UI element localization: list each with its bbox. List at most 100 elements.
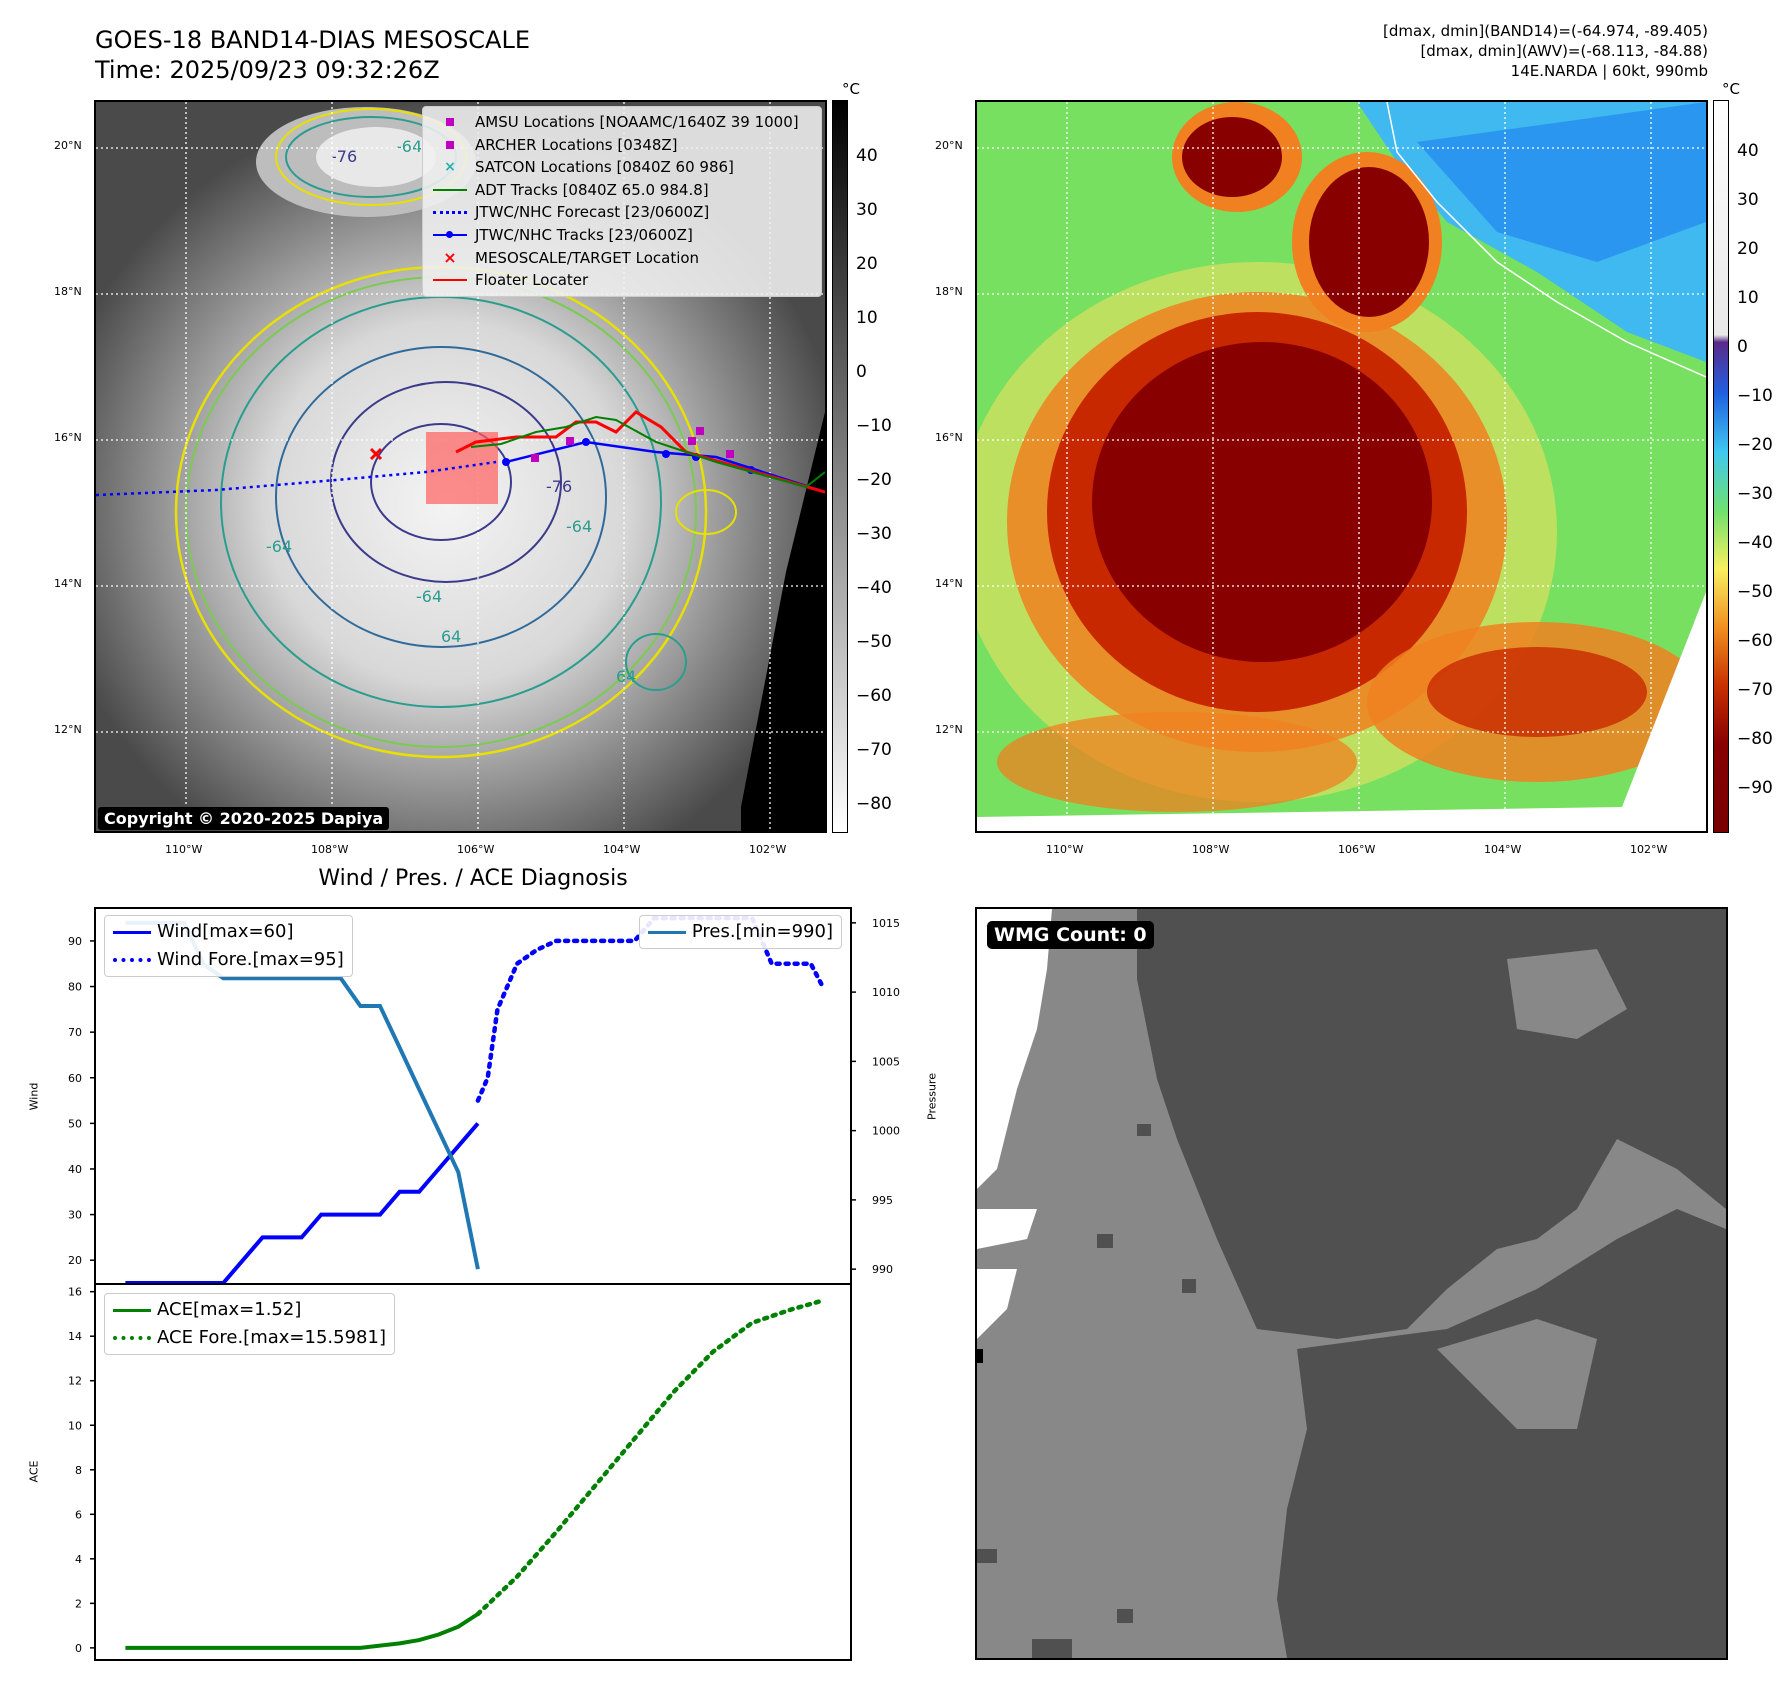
lat-label: 18°N <box>935 285 963 298</box>
forecast-track <box>96 460 497 497</box>
contour-label: 64 <box>441 627 461 646</box>
wmg-panel: WMG Count: 0 <box>975 907 1728 1660</box>
legend-item: ADT Tracks [0840Z 65.0 984.8] <box>431 179 813 202</box>
cb-tick: 0 <box>856 362 867 382</box>
y2-tick-label: 995 <box>872 1194 893 1207</box>
cb-tick: 30 <box>856 200 878 220</box>
colorbar-color <box>1713 100 1729 833</box>
lon-label: 104°W <box>1484 843 1522 856</box>
legend-item: Wind Fore.[max=95] <box>113 946 344 974</box>
cb-tick: 40 <box>1737 141 1759 161</box>
y-tick-label: 40 <box>68 1163 82 1176</box>
lat-label: 16°N <box>935 431 963 444</box>
y2-tick-label: 1000 <box>872 1125 900 1138</box>
y2-tick-label: 990 <box>872 1263 893 1276</box>
wmg-map <box>977 909 1726 1658</box>
cb-tick: −80 <box>1737 729 1773 749</box>
lat-label: 20°N <box>935 139 963 152</box>
cb-tick: −60 <box>856 686 892 706</box>
cb-tick: 30 <box>1737 190 1759 210</box>
lat-label: 20°N <box>54 139 82 152</box>
band14-range: [dmax, dmin](BAND14)=(-64.974, -89.405) <box>1383 22 1708 40</box>
copyright-badge: Copyright © 2020-2025 Dapiya <box>98 807 390 830</box>
lat-label: 12°N <box>54 723 82 736</box>
legend-item: Pres.[min=990] <box>647 918 833 946</box>
colorbar-gray <box>832 100 848 833</box>
legend-item: AMSU Locations [NOAAMC/1640Z 39 1000] <box>431 111 813 134</box>
x-marker-icon: × <box>443 247 457 267</box>
solid-line-icon <box>113 1303 151 1317</box>
y-tick-label: 16 <box>68 1286 82 1299</box>
cb-tick: −30 <box>1737 484 1773 504</box>
dotted-line-icon <box>431 206 469 220</box>
cb-tick: −80 <box>856 794 892 814</box>
storm-info: 14E.NARDA | 60kt, 990mb <box>1510 62 1708 80</box>
colorbar-color-unit: °C <box>1722 80 1740 98</box>
line-marker-icon <box>431 183 469 197</box>
y-tick-label: 70 <box>68 1026 82 1039</box>
legend-item: ARCHER Locations [0348Z] <box>431 134 813 157</box>
square-marker-icon <box>431 138 469 152</box>
dotted-line-icon <box>113 1331 151 1345</box>
y-tick-label: 30 <box>68 1209 82 1222</box>
legend-item: Wind[max=60] <box>113 918 344 946</box>
cb-tick: −40 <box>1737 533 1773 553</box>
cb-tick: −40 <box>856 578 892 598</box>
y-tick-label: 4 <box>75 1553 82 1566</box>
y-tick-label: 10 <box>68 1419 82 1432</box>
series-line <box>125 1612 479 1650</box>
square-marker-icon <box>431 115 469 129</box>
archer-markers <box>531 427 734 462</box>
cb-tick: 10 <box>1737 288 1759 308</box>
pressure-axis-label: Pressure <box>925 1073 939 1120</box>
floater-track <box>455 410 825 494</box>
contour-label: 64 <box>616 667 636 686</box>
contour-label: -64 <box>416 587 442 606</box>
cb-tick: 20 <box>1737 239 1759 259</box>
cb-tick: −70 <box>1737 680 1773 700</box>
ir-legend: AMSU Locations [NOAAMC/1640Z 39 1000] AR… <box>422 106 822 297</box>
y-tick-label: 14 <box>68 1330 82 1343</box>
target-box <box>426 432 498 504</box>
ace-chart: 0 2 4 6 8 10 12 14 16 ACE[max=1.52] ACE Fore.[ma… <box>68 1283 852 1661</box>
lon-label: 110°W <box>165 843 203 856</box>
y-tick-label: 60 <box>68 1072 82 1085</box>
cb-tick: 0 <box>1737 337 1748 357</box>
cb-tick: −50 <box>1737 582 1773 602</box>
legend-item: ACE[max=1.52] <box>113 1296 386 1324</box>
y-tick-label: 80 <box>68 981 82 994</box>
y-tick-label: 6 <box>75 1508 82 1521</box>
awv-gridlines <box>977 102 1706 831</box>
cb-tick: −30 <box>856 524 892 544</box>
legend-item: × MESOSCALE/TARGET Location <box>431 247 813 270</box>
lon-label: 102°W <box>1630 843 1668 856</box>
cb-tick: 40 <box>856 146 878 166</box>
legend-item: Floater Locater <box>431 269 813 292</box>
wind-pressure-chart: 20 30 40 50 60 70 80 90 990 995 1000 1005 1010 1015 W… <box>68 907 900 1285</box>
cb-tick: −60 <box>1737 631 1773 651</box>
series-line <box>125 1122 480 1285</box>
cb-tick: −50 <box>856 632 892 652</box>
dotted-line-icon <box>113 953 151 967</box>
pressure-legend: Pres.[min=990] <box>638 915 842 949</box>
cb-tick: −10 <box>1737 386 1773 406</box>
cb-tick: −90 <box>1737 778 1773 798</box>
contour-label: -64 <box>566 517 592 536</box>
wmg-count-badge: WMG Count: 0 <box>987 921 1154 949</box>
awv-map-panel <box>975 100 1708 833</box>
wind-legend: Wind[max=60] Wind Fore.[max=95] <box>104 915 353 977</box>
legend-item: JTWC/NHC Tracks [23/0600Z] <box>431 224 813 247</box>
lon-label: 108°W <box>1192 843 1230 856</box>
y2-tick-label: 1005 <box>872 1055 900 1068</box>
ir-map-panel: -76 -64 -64 -76 -64 -64 64 64 <box>94 100 827 833</box>
legend-item: JTWC/NHC Forecast [23/0600Z] <box>431 201 813 224</box>
legend-item: × SATCON Locations [0840Z 60 986] <box>431 156 813 179</box>
cb-tick: −20 <box>1737 435 1773 455</box>
ace-legend: ACE[max=1.52] ACE Fore.[max=15.5981] <box>104 1293 395 1355</box>
ace-plot: 0 2 4 6 8 10 12 14 16 <box>68 1286 825 1655</box>
adt-track <box>470 415 825 489</box>
lat-label: 12°N <box>935 723 963 736</box>
lat-label: 16°N <box>54 431 82 444</box>
y-tick-label: 90 <box>68 935 82 948</box>
diag-title: Wind / Pres. / ACE Diagnosis <box>318 866 628 891</box>
